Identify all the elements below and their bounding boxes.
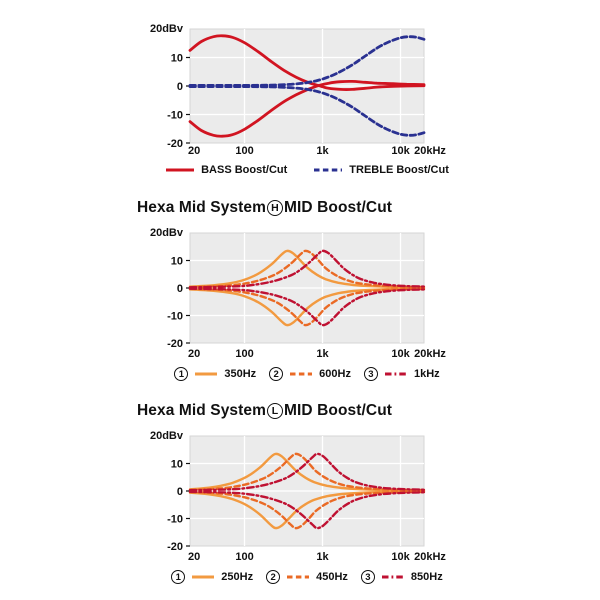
legend-label-350hz: 350Hz <box>224 368 257 380</box>
legend-label-bass: BASS Boost/Cut <box>201 164 288 176</box>
title-prefix: Hexa Mid System <box>137 199 266 216</box>
curve-450hz-boost-cut-cut <box>188 490 426 530</box>
curve-1khz-boost-cut-boost <box>188 249 426 289</box>
legend-item-450hz: 2 450Hz <box>266 570 348 584</box>
circled-1: 1 <box>174 367 189 381</box>
legend-item-600hz: 2 600Hz <box>269 367 351 381</box>
hexa-mid-l-legend: 1 250Hz 2 450Hz 3 850Hz <box>160 569 454 585</box>
y-tick-label: -20 <box>167 338 183 350</box>
curve-1khz-boost-cut-cut <box>188 287 426 327</box>
y-axis-top-label: 20dBv <box>150 430 184 442</box>
circled-1: 1 <box>171 570 186 584</box>
x-tick-label: 1k <box>316 145 329 157</box>
line-swatch-icon <box>384 372 407 376</box>
y-tick-label: 10 <box>171 459 183 471</box>
treble-line-swatch-icon <box>314 168 343 172</box>
legend-label-250hz: 250Hz <box>221 571 254 583</box>
curve-450hz-boost-cut-boost <box>188 452 426 492</box>
circled-3: 3 <box>360 570 375 584</box>
x-tick-label: 10k <box>391 348 410 360</box>
curve-treble-boost-cut-cut <box>188 85 426 137</box>
y-tick-label: -10 <box>167 110 183 122</box>
curve-850hz-boost-cut-cut <box>188 490 426 530</box>
y-tick-label: -20 <box>167 138 183 150</box>
curve-350hz-boost-cut-cut <box>188 287 426 327</box>
y-tick-label: 0 <box>177 283 183 295</box>
line-swatch-icon <box>287 575 310 579</box>
y-tick-label: 0 <box>177 486 183 498</box>
circled-2: 2 <box>266 570 281 584</box>
y-tick-label: 0 <box>177 81 183 93</box>
legend-item-treble: TREBLE Boost/Cut <box>313 164 449 176</box>
circled-h: H <box>267 200 283 216</box>
tone-chart-legend: BASS Boost/Cut TREBLE Boost/Cut <box>160 162 454 178</box>
title-suffix: MID Boost/Cut <box>284 199 393 216</box>
y-tick-label: -20 <box>167 541 183 553</box>
legend-item-1khz: 3 1kHz <box>363 367 440 381</box>
legend-label-850hz: 850Hz <box>410 571 443 583</box>
line-swatch-icon <box>290 372 313 376</box>
curve-bass-boost-cut-boost <box>188 34 426 91</box>
y-tick-label: -10 <box>167 311 183 323</box>
circled-2: 2 <box>269 367 284 381</box>
x-tick-label: 20 <box>188 348 200 360</box>
curve-treble-boost-cut-boost <box>188 35 426 87</box>
y-tick-label: 10 <box>171 53 183 65</box>
circled-l: L <box>267 403 283 419</box>
legend-item-850hz: 3 850Hz <box>360 570 443 584</box>
hexa-mid-h-legend: 1 350Hz 2 600Hz 3 1kHz <box>160 366 454 382</box>
legend-label-treble: TREBLE Boost/Cut <box>349 164 449 176</box>
curve-bass-boost-cut-cut <box>188 79 426 138</box>
legend-label-450hz: 450Hz <box>316 571 348 583</box>
line-swatch-icon <box>195 372 218 376</box>
legend-item-350hz: 1 350Hz <box>174 367 256 381</box>
x-tick-label: 20kHz <box>414 348 446 360</box>
line-swatch-icon <box>381 575 404 579</box>
x-tick-label: 1k <box>316 348 329 360</box>
legend-label-1khz: 1kHz <box>413 368 440 380</box>
x-tick-label: 20kHz <box>414 551 446 563</box>
hexa-mid-l-title: Hexa Mid System L MID Boost/Cut <box>137 402 392 420</box>
x-tick-label: 10k <box>391 551 410 563</box>
circled-3: 3 <box>363 367 378 381</box>
y-tick-label: 10 <box>171 256 183 268</box>
curve-350hz-boost-cut-boost <box>188 249 426 289</box>
x-tick-label: 20kHz <box>414 145 446 157</box>
x-tick-label: 100 <box>235 145 253 157</box>
y-axis-top-label: 20dBv <box>150 23 184 35</box>
x-tick-label: 20 <box>188 145 200 157</box>
curve-850hz-boost-cut-boost <box>188 452 426 492</box>
y-tick-label: -10 <box>167 514 183 526</box>
x-tick-label: 100 <box>235 551 253 563</box>
x-tick-label: 20 <box>188 551 200 563</box>
legend-item-bass: BASS Boost/Cut <box>165 164 287 176</box>
x-tick-label: 1k <box>316 551 329 563</box>
title-prefix: Hexa Mid System <box>137 402 266 419</box>
curve-250hz-boost-cut-cut <box>188 490 426 530</box>
bass-line-swatch-icon <box>166 168 195 172</box>
legend-label-600hz: 600Hz <box>319 368 351 380</box>
line-swatch-icon <box>192 575 215 579</box>
title-suffix: MID Boost/Cut <box>284 402 393 419</box>
x-tick-label: 100 <box>235 348 253 360</box>
curve-250hz-boost-cut-boost <box>188 452 426 492</box>
hexa-mid-h-title: Hexa Mid System H MID Boost/Cut <box>137 199 392 217</box>
x-tick-label: 10k <box>391 145 410 157</box>
y-axis-top-label: 20dBv <box>150 227 184 239</box>
legend-item-250hz: 1 250Hz <box>171 570 253 584</box>
